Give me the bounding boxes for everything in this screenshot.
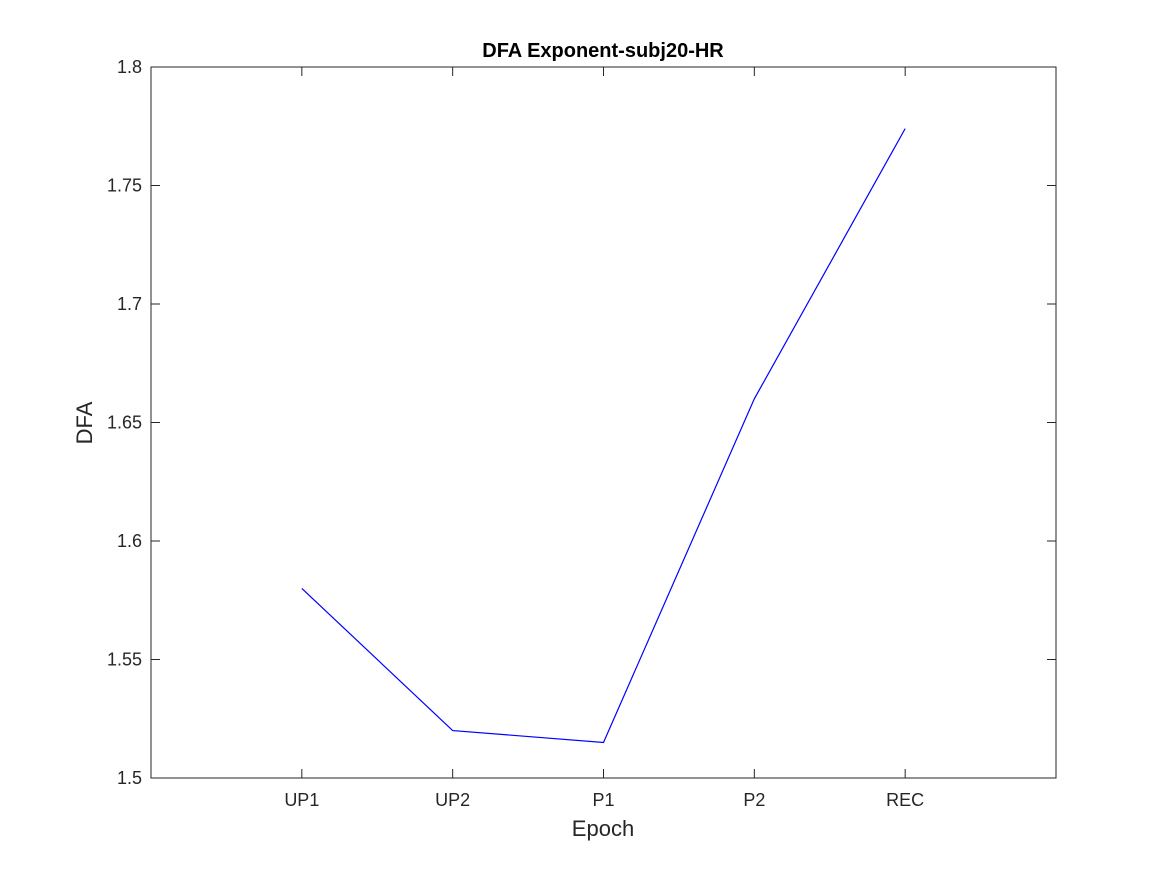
- y-tick-label: 1.65: [107, 413, 142, 433]
- x-tick-label: UP1: [284, 790, 319, 810]
- chart-title: DFA Exponent-subj20-HR: [482, 40, 724, 62]
- x-tick-label: P1: [592, 790, 614, 810]
- x-tick-label: P2: [743, 790, 765, 810]
- series-line-0: [301, 128, 906, 744]
- axes-box: [150, 66, 1057, 779]
- x-tick-label: REC: [886, 790, 924, 810]
- y-axis-label: DFA: [72, 401, 97, 444]
- y-tick-label: 1.6: [117, 531, 142, 551]
- y-tick-label: 1.55: [107, 650, 142, 670]
- y-tick-label: 1.8: [117, 57, 142, 77]
- y-tick-label: 1.7: [117, 294, 142, 314]
- x-tick-label: UP2: [435, 790, 470, 810]
- y-tick-label: 1.75: [107, 176, 142, 196]
- plot-area: 1.5 1.55 1.6 1.65 1.7 1.75 1.8 UP1 UP2 P1 P2 REC: [107, 57, 1057, 810]
- x-axis-label: Epoch: [572, 816, 634, 841]
- y-tick-label: 1.5: [117, 768, 142, 788]
